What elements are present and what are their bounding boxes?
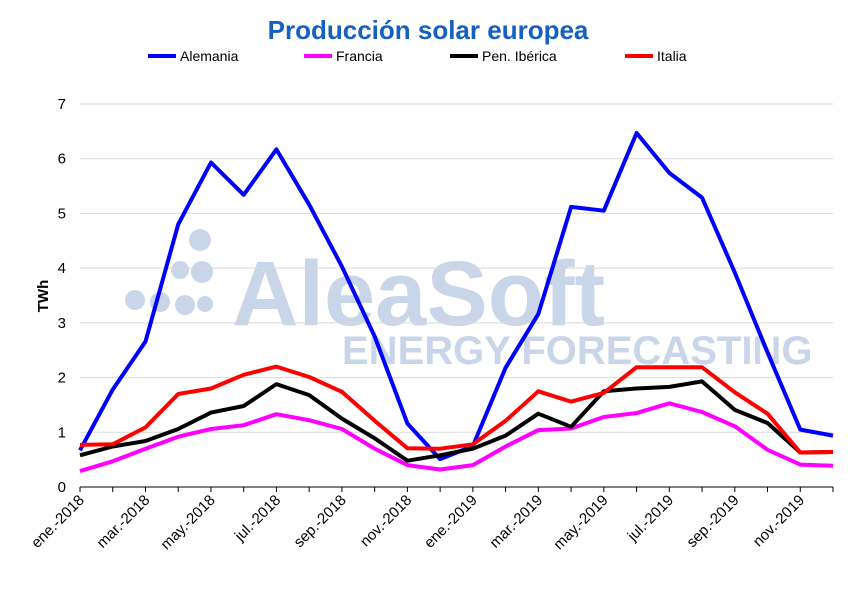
- legend-label: Alemania: [180, 48, 239, 64]
- chart-series: [78, 131, 834, 474]
- x-tick-label: ene.-2019: [421, 492, 481, 552]
- chart-legend: Alemania Francia Pen. Ibérica Italia: [148, 48, 687, 64]
- y-tick-label: 1: [58, 424, 66, 441]
- x-tick-label: ene.-2018: [28, 492, 88, 552]
- y-axis-label: TWh: [35, 280, 52, 312]
- x-tick-label: sep.-2019: [683, 492, 742, 551]
- aleasoft-logo-dots-icon: [125, 229, 213, 315]
- legend-label: Pen. Ibérica: [482, 48, 557, 64]
- x-tick-label: may.-2018: [157, 492, 218, 553]
- y-tick-labels: 0 1 2 3 4 5 6 7: [58, 96, 66, 496]
- x-tick-labels: ene.-2018 mar.-2018 may.-2018 jul.-2018 sep.…: [28, 487, 834, 553]
- legend-label: Italia: [657, 48, 687, 64]
- x-tick-label: jul.-2019: [624, 492, 677, 545]
- series-line-italia: [79, 364, 834, 455]
- x-tick-label: may.-2019: [550, 492, 611, 553]
- x-tick-label: mar.-2018: [94, 492, 154, 552]
- y-tick-label: 6: [58, 151, 66, 168]
- x-tick-label: jul.-2018: [231, 492, 284, 545]
- y-tick-label: 2: [58, 370, 66, 387]
- aleasoft-watermark: AleaSoft ENERGY FORECASTING: [125, 229, 812, 373]
- legend-label: Francia: [336, 48, 383, 64]
- y-tick-label: 3: [58, 315, 66, 332]
- series-line-francia: [79, 401, 834, 474]
- x-tick-label: sep.-2018: [291, 492, 350, 551]
- x-tick-label: nov.-2018: [357, 492, 415, 550]
- y-tick-label: 5: [58, 205, 66, 222]
- x-tick-label: mar.-2019: [486, 492, 546, 552]
- chart-title: Producción solar europea: [268, 15, 589, 45]
- series-line-pen-ib-rica: [79, 379, 834, 463]
- y-tick-label: 0: [58, 479, 66, 496]
- x-tick-label: nov.-2019: [750, 492, 808, 550]
- y-tick-label: 7: [58, 96, 66, 113]
- watermark-tagline: ENERGY FORECASTING: [342, 329, 812, 373]
- y-tick-label: 4: [58, 260, 66, 277]
